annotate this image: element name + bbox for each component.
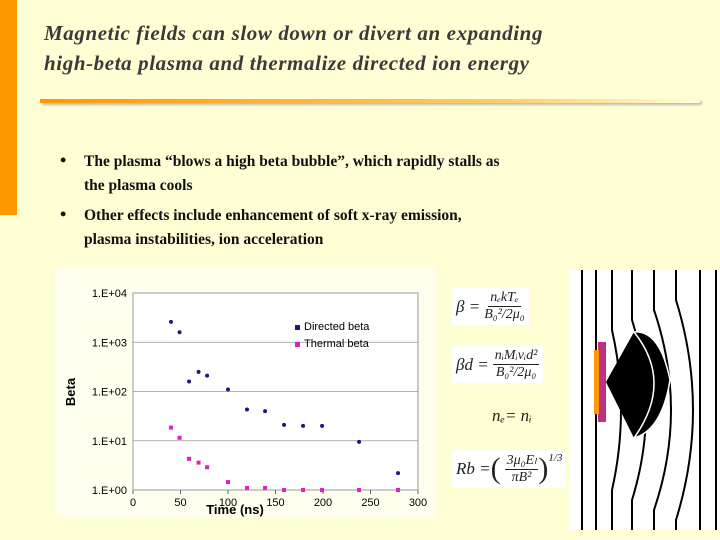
- point: [169, 319, 173, 324]
- chart: Time (ns) Beta 1.E+00 1.E+01 1.E+02 1.E+03 1…: [55, 268, 435, 518]
- eq-num: nₑkTₑ: [488, 290, 521, 307]
- point: [396, 471, 401, 476]
- x-tick-label: 200: [314, 497, 332, 509]
- equation: βd = nᵢMᵢvᵢd² B₀²/2μ₀: [452, 346, 544, 383]
- eq-num: 3μ₀Eₗ: [504, 453, 539, 470]
- y-tick-label: 1.E+00: [92, 485, 127, 497]
- legend-swatch: [295, 325, 300, 330]
- eq-den: πB²: [511, 470, 532, 485]
- x-axis-label: Time (ns): [206, 502, 264, 517]
- equation: β = nₑkTₑ B₀²/2μ₀: [452, 288, 529, 325]
- target-edge: [594, 350, 599, 414]
- point: [357, 488, 362, 492]
- bullet-line: plasma instabilities, ion acceleration: [84, 231, 324, 248]
- bubble-shell: [632, 331, 671, 440]
- eq-lhs: Rb =: [456, 459, 491, 478]
- y-axis-label: Beta: [63, 377, 78, 406]
- point: [245, 407, 249, 412]
- eq-den: B₀²/2μ₀: [495, 365, 537, 380]
- point: [301, 423, 306, 428]
- x-tick-label: 250: [361, 497, 379, 509]
- point: [187, 456, 192, 461]
- x-tick-label: 300: [409, 497, 427, 509]
- x-tick-label: 0: [130, 497, 136, 509]
- x-tick-label: 150: [266, 497, 284, 509]
- y-tick-label: 1.E+02: [92, 387, 127, 399]
- point: [282, 422, 287, 427]
- point: [282, 488, 287, 492]
- target: [598, 342, 606, 422]
- legend-label: Thermal beta: [304, 338, 370, 350]
- point: [320, 423, 325, 428]
- point: [196, 460, 201, 465]
- bullet-line: The plasma “blows a high beta bubble”, w…: [84, 153, 500, 170]
- point: [357, 439, 362, 444]
- point: [205, 373, 210, 378]
- eq-lhs: β =: [456, 296, 481, 316]
- point: [245, 485, 249, 490]
- point: [177, 435, 182, 440]
- left-bar: [0, 0, 17, 215]
- legend-swatch: [295, 342, 300, 347]
- slide-title: Magnetic fields can slow down or divert …: [44, 18, 543, 78]
- y-tick-label: 1.E+01: [92, 436, 127, 448]
- x-tick-label: 50: [174, 497, 186, 509]
- point: [320, 488, 325, 492]
- equation: nₑ= nᵢ: [488, 404, 536, 428]
- bullet: • Other effects include enhancement of s…: [60, 204, 462, 252]
- bullet: • The plasma “blows a high beta bubble”,…: [60, 150, 500, 198]
- y-tick-label: 1.E+04: [92, 288, 127, 300]
- point: [263, 485, 268, 490]
- point: [196, 369, 201, 374]
- eq-lhs: βd =: [456, 354, 489, 374]
- point: [169, 425, 173, 430]
- x-tick-label: 100: [219, 497, 237, 509]
- divider: [40, 99, 700, 103]
- point: [301, 488, 306, 492]
- point: [177, 330, 182, 335]
- equation: Rb =(3μ₀Eₗ πB²) 1/3: [452, 450, 567, 488]
- point: [226, 387, 230, 392]
- legend-label: Directed beta: [304, 321, 370, 333]
- point: [396, 488, 401, 492]
- point: [226, 480, 230, 485]
- eq-den: B₀²/2μ₀: [484, 307, 525, 322]
- y-tick-label: 1.E+03: [92, 337, 127, 349]
- title-line: high-beta plasma and thermalize directed…: [44, 51, 530, 75]
- plasma-bubble: [606, 332, 654, 438]
- eq-exp: 1/3: [548, 452, 563, 464]
- eq-num: nᵢMᵢvᵢd²: [492, 348, 540, 365]
- bubble-diagram: [570, 270, 720, 530]
- bullet-line: Other effects include enhancement of sof…: [84, 207, 462, 224]
- point: [205, 465, 210, 470]
- point: [263, 409, 268, 414]
- bullet-line: the plasma cools: [84, 177, 193, 194]
- title-line: Magnetic fields can slow down or divert …: [44, 21, 544, 45]
- eq-text: nₑ= nᵢ: [492, 406, 532, 425]
- point: [187, 379, 192, 384]
